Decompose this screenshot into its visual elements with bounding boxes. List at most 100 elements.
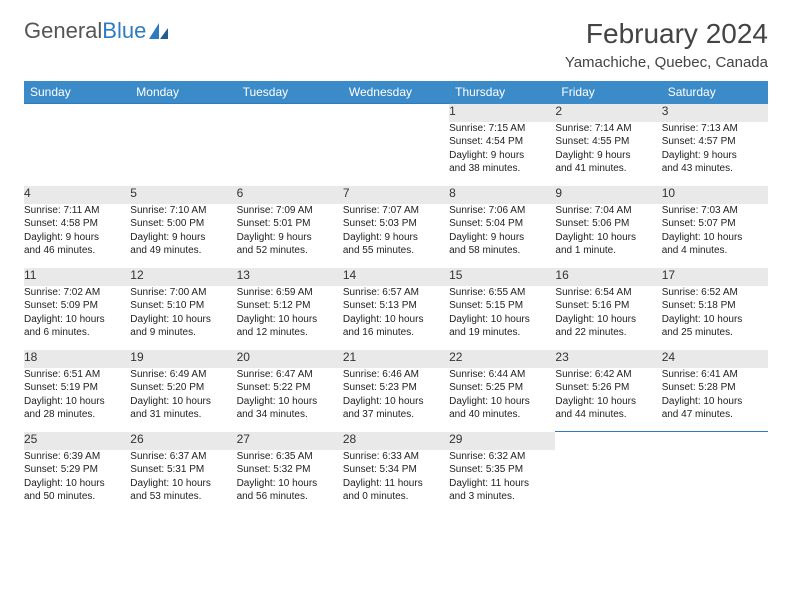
sunrise-text: Sunrise: 6:33 AM — [343, 450, 449, 464]
daylight-text-2: and 37 minutes. — [343, 408, 449, 422]
calendar-body: 123Sunrise: 7:15 AMSunset: 4:54 PMDaylig… — [24, 104, 768, 514]
sunset-text: Sunset: 5:35 PM — [449, 463, 555, 477]
sunrise-text: Sunrise: 6:37 AM — [130, 450, 236, 464]
daylight-text-1: Daylight: 10 hours — [555, 313, 661, 327]
sunrise-text: Sunrise: 6:57 AM — [343, 286, 449, 300]
daylight-text-1: Daylight: 9 hours — [555, 149, 661, 163]
day-content-cell: Sunrise: 7:07 AMSunset: 5:03 PMDaylight:… — [343, 204, 449, 268]
day-number-cell: 8 — [449, 186, 555, 204]
day-header: Tuesday — [237, 81, 343, 104]
daylight-text-2: and 9 minutes. — [130, 326, 236, 340]
daylight-text-2: and 40 minutes. — [449, 408, 555, 422]
day-number-cell — [237, 104, 343, 122]
daylight-text-1: Daylight: 10 hours — [237, 477, 343, 491]
day-number-row: 45678910 — [24, 186, 768, 204]
day-header-row: Sunday Monday Tuesday Wednesday Thursday… — [24, 81, 768, 104]
sunrise-text: Sunrise: 6:42 AM — [555, 368, 661, 382]
sunrise-text: Sunrise: 6:51 AM — [24, 368, 130, 382]
sunset-text: Sunset: 5:32 PM — [237, 463, 343, 477]
day-content-cell: Sunrise: 6:55 AMSunset: 5:15 PMDaylight:… — [449, 286, 555, 350]
sunrise-text: Sunrise: 6:44 AM — [449, 368, 555, 382]
daylight-text-2: and 44 minutes. — [555, 408, 661, 422]
day-number-cell: 16 — [555, 268, 661, 286]
day-number-row: 18192021222324 — [24, 350, 768, 368]
day-header: Monday — [130, 81, 236, 104]
page-header: GeneralBlue February 2024 Yamachiche, Qu… — [24, 18, 768, 71]
day-content-cell: Sunrise: 7:02 AMSunset: 5:09 PMDaylight:… — [24, 286, 130, 350]
day-number-cell: 2 — [555, 104, 661, 122]
day-content-cell: Sunrise: 7:04 AMSunset: 5:06 PMDaylight:… — [555, 204, 661, 268]
sunrise-text: Sunrise: 7:15 AM — [449, 122, 555, 136]
sunrise-text: Sunrise: 6:55 AM — [449, 286, 555, 300]
sunrise-text: Sunrise: 7:13 AM — [662, 122, 768, 136]
day-number-cell: 13 — [237, 268, 343, 286]
sunset-text: Sunset: 5:00 PM — [130, 217, 236, 231]
day-number-cell: 7 — [343, 186, 449, 204]
day-content-cell: Sunrise: 6:42 AMSunset: 5:26 PMDaylight:… — [555, 368, 661, 432]
daylight-text-1: Daylight: 10 hours — [449, 313, 555, 327]
daylight-text-2: and 4 minutes. — [662, 244, 768, 258]
day-number-row: 123 — [24, 104, 768, 122]
day-number-cell: 4 — [24, 186, 130, 204]
day-number-cell — [555, 432, 661, 450]
daylight-text-2: and 50 minutes. — [24, 490, 130, 504]
daylight-text-2: and 12 minutes. — [237, 326, 343, 340]
daylight-text-1: Daylight: 9 hours — [237, 231, 343, 245]
day-content-cell: Sunrise: 6:57 AMSunset: 5:13 PMDaylight:… — [343, 286, 449, 350]
day-content-cell: Sunrise: 7:09 AMSunset: 5:01 PMDaylight:… — [237, 204, 343, 268]
logo: GeneralBlue — [24, 18, 170, 44]
daylight-text-2: and 52 minutes. — [237, 244, 343, 258]
sunset-text: Sunset: 5:22 PM — [237, 381, 343, 395]
daylight-text-1: Daylight: 9 hours — [449, 231, 555, 245]
calendar-table: Sunday Monday Tuesday Wednesday Thursday… — [24, 81, 768, 514]
sunrise-text: Sunrise: 6:35 AM — [237, 450, 343, 464]
sunrise-text: Sunrise: 6:39 AM — [24, 450, 130, 464]
day-number-cell: 23 — [555, 350, 661, 368]
day-number-cell: 14 — [343, 268, 449, 286]
sunrise-text: Sunrise: 6:46 AM — [343, 368, 449, 382]
location: Yamachiche, Quebec, Canada — [565, 54, 768, 71]
day-content-cell: Sunrise: 7:15 AMSunset: 4:54 PMDaylight:… — [449, 122, 555, 186]
daylight-text-1: Daylight: 10 hours — [662, 313, 768, 327]
day-number-cell: 24 — [662, 350, 768, 368]
sunrise-text: Sunrise: 7:00 AM — [130, 286, 236, 300]
daylight-text-1: Daylight: 9 hours — [343, 231, 449, 245]
day-number-cell: 6 — [237, 186, 343, 204]
day-number-cell: 18 — [24, 350, 130, 368]
daylight-text-1: Daylight: 10 hours — [662, 395, 768, 409]
daylight-text-1: Daylight: 10 hours — [24, 477, 130, 491]
daylight-text-2: and 22 minutes. — [555, 326, 661, 340]
daylight-text-1: Daylight: 9 hours — [24, 231, 130, 245]
logo-text-gray: General — [24, 18, 102, 44]
sunset-text: Sunset: 5:20 PM — [130, 381, 236, 395]
logo-sail-icon — [148, 22, 170, 40]
daylight-text-1: Daylight: 11 hours — [343, 477, 449, 491]
daylight-text-1: Daylight: 10 hours — [237, 395, 343, 409]
sunrise-text: Sunrise: 7:11 AM — [24, 204, 130, 218]
title-block: February 2024 Yamachiche, Quebec, Canada — [565, 18, 768, 71]
day-content-cell: Sunrise: 6:35 AMSunset: 5:32 PMDaylight:… — [237, 450, 343, 514]
sunrise-text: Sunrise: 6:54 AM — [555, 286, 661, 300]
sunset-text: Sunset: 5:09 PM — [24, 299, 130, 313]
sunset-text: Sunset: 5:28 PM — [662, 381, 768, 395]
daylight-text-1: Daylight: 9 hours — [662, 149, 768, 163]
daylight-text-2: and 28 minutes. — [24, 408, 130, 422]
day-content-cell — [555, 450, 661, 514]
day-number-cell: 25 — [24, 432, 130, 450]
sunrise-text: Sunrise: 7:04 AM — [555, 204, 661, 218]
sunrise-text: Sunrise: 7:10 AM — [130, 204, 236, 218]
sunset-text: Sunset: 5:29 PM — [24, 463, 130, 477]
day-number-cell: 28 — [343, 432, 449, 450]
sunrise-text: Sunrise: 6:52 AM — [662, 286, 768, 300]
daylight-text-2: and 16 minutes. — [343, 326, 449, 340]
day-header: Thursday — [449, 81, 555, 104]
sunset-text: Sunset: 4:58 PM — [24, 217, 130, 231]
daylight-text-1: Daylight: 10 hours — [130, 313, 236, 327]
daylight-text-2: and 56 minutes. — [237, 490, 343, 504]
day-number-cell: 1 — [449, 104, 555, 122]
sunrise-text: Sunrise: 6:32 AM — [449, 450, 555, 464]
day-content-cell: Sunrise: 6:46 AMSunset: 5:23 PMDaylight:… — [343, 368, 449, 432]
sunset-text: Sunset: 5:03 PM — [343, 217, 449, 231]
day-content-row: Sunrise: 6:39 AMSunset: 5:29 PMDaylight:… — [24, 450, 768, 514]
sunset-text: Sunset: 5:23 PM — [343, 381, 449, 395]
